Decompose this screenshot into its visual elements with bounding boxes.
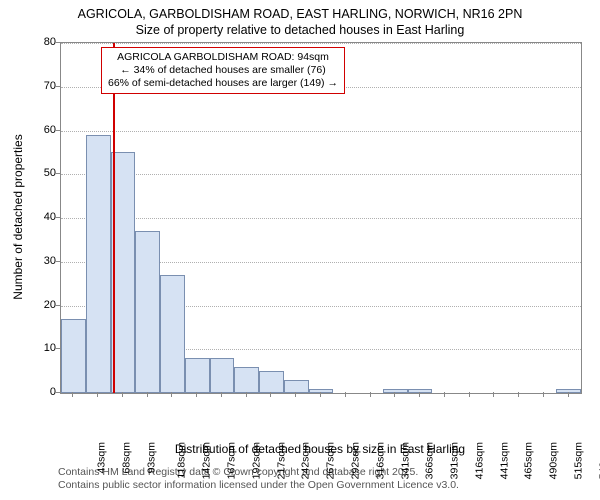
title-line-1: AGRICOLA, GARBOLDISHAM ROAD, EAST HARLIN…: [0, 6, 600, 22]
x-tick-mark: [419, 392, 420, 397]
x-tick-mark: [568, 392, 569, 397]
x-tick-mark: [370, 392, 371, 397]
footer-line-2: Contains public sector information licen…: [58, 479, 459, 492]
annotation-line: 66% of semi-detached houses are larger (…: [108, 77, 338, 90]
y-tick-mark: [55, 42, 60, 43]
y-tick-mark: [55, 348, 60, 349]
bar: [160, 275, 185, 393]
x-tick-label: 366sqm: [424, 442, 436, 479]
x-tick-label: 391sqm: [448, 442, 460, 479]
bar: [135, 231, 160, 393]
y-axis-label: Number of detached properties: [11, 117, 25, 317]
x-tick-mark: [345, 392, 346, 397]
x-tick-mark: [72, 392, 73, 397]
x-tick-label: 217sqm: [275, 442, 287, 479]
x-tick-label: 167sqm: [226, 442, 238, 479]
annotation-line: ← 34% of detached houses are smaller (76…: [108, 64, 338, 77]
x-tick-label: 267sqm: [325, 442, 337, 479]
y-tick-label: 0: [34, 386, 56, 398]
bar: [556, 389, 581, 393]
gridline: [61, 43, 581, 44]
x-tick-mark: [97, 392, 98, 397]
y-tick-mark: [55, 86, 60, 87]
x-tick-label: 316sqm: [374, 442, 386, 479]
x-tick-mark: [295, 392, 296, 397]
x-tick-mark: [469, 392, 470, 397]
x-tick-label: 465sqm: [523, 442, 535, 479]
annotation-box: AGRICOLA GARBOLDISHAM ROAD: 94sqm← 34% o…: [101, 47, 345, 94]
x-tick-mark: [147, 392, 148, 397]
x-tick-label: 192sqm: [250, 442, 262, 479]
y-tick-label: 50: [34, 167, 56, 179]
x-tick-mark: [270, 392, 271, 397]
reference-line: [113, 43, 115, 393]
y-tick-label: 70: [34, 80, 56, 92]
x-tick-label: 93sqm: [145, 442, 157, 474]
y-tick-mark: [55, 392, 60, 393]
x-tick-label: 118sqm: [175, 442, 187, 479]
x-tick-label: 490sqm: [547, 442, 559, 479]
bar: [210, 358, 235, 393]
bar: [259, 371, 284, 393]
y-tick-mark: [55, 130, 60, 131]
x-tick-label: 416sqm: [473, 442, 485, 479]
x-tick-mark: [543, 392, 544, 397]
x-tick-mark: [518, 392, 519, 397]
x-tick-mark: [196, 392, 197, 397]
x-tick-mark: [246, 392, 247, 397]
y-tick-label: 60: [34, 124, 56, 136]
x-tick-mark: [320, 392, 321, 397]
x-tick-label: 242sqm: [300, 442, 312, 479]
annotation-line: AGRICOLA GARBOLDISHAM ROAD: 94sqm: [108, 51, 338, 64]
y-tick-mark: [55, 173, 60, 174]
y-tick-mark: [55, 305, 60, 306]
plot-area: AGRICOLA GARBOLDISHAM ROAD: 94sqm← 34% o…: [60, 42, 582, 394]
x-tick-label: 142sqm: [201, 442, 213, 479]
x-tick-mark: [221, 392, 222, 397]
y-tick-label: 10: [34, 342, 56, 354]
x-tick-label: 441sqm: [498, 442, 510, 479]
gridline: [61, 218, 581, 219]
y-tick-label: 40: [34, 211, 56, 223]
y-tick-label: 30: [34, 255, 56, 267]
x-tick-mark: [122, 392, 123, 397]
x-tick-label: 515sqm: [572, 442, 584, 479]
y-tick-mark: [55, 261, 60, 262]
title-block: AGRICOLA, GARBOLDISHAM ROAD, EAST HARLIN…: [0, 0, 600, 39]
bar: [185, 358, 210, 393]
y-tick-label: 20: [34, 299, 56, 311]
x-tick-mark: [171, 392, 172, 397]
bar: [234, 367, 259, 393]
x-tick-label: 292sqm: [349, 442, 361, 479]
x-tick-mark: [444, 392, 445, 397]
chart-container: AGRICOLA, GARBOLDISHAM ROAD, EAST HARLIN…: [0, 0, 600, 500]
y-tick-label: 80: [34, 36, 56, 48]
gridline: [61, 131, 581, 132]
x-tick-mark: [394, 392, 395, 397]
x-tick-label: 341sqm: [399, 442, 411, 479]
x-tick-label: 68sqm: [121, 442, 133, 474]
bar: [61, 319, 86, 393]
gridline: [61, 174, 581, 175]
x-tick-mark: [493, 392, 494, 397]
x-tick-label: 43sqm: [96, 442, 108, 474]
title-line-2: Size of property relative to detached ho…: [0, 22, 600, 38]
bar: [86, 135, 111, 393]
y-tick-mark: [55, 217, 60, 218]
